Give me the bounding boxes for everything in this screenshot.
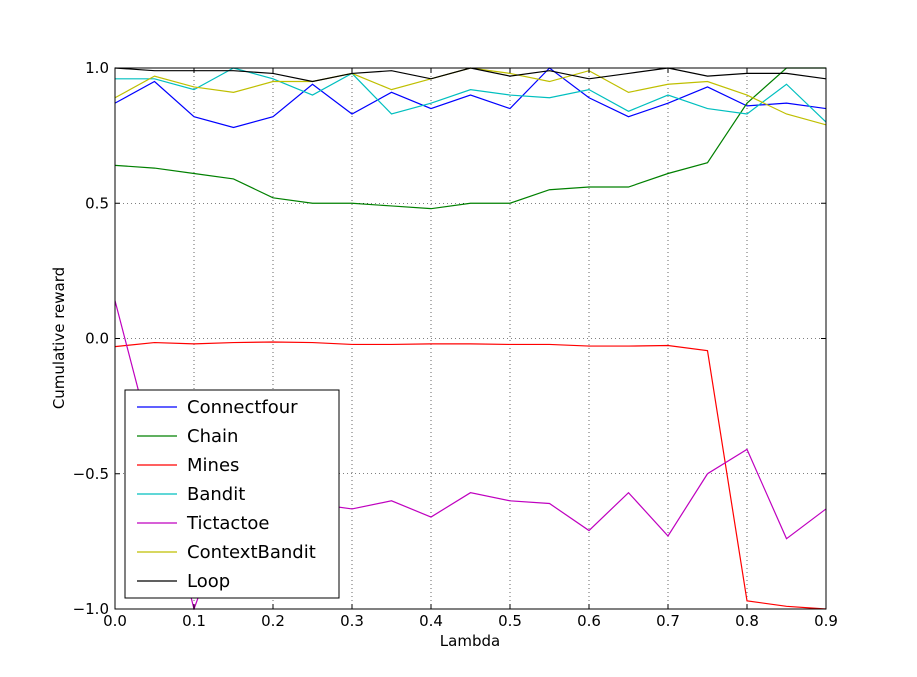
legend-label-loop: Loop [187,571,230,592]
y-tick-label: −0.5 [73,465,109,483]
legend-label-contextbandit: ContextBandit [187,542,316,563]
x-tick-label: 0.2 [261,612,285,630]
x-tick-label: 0.6 [577,612,601,630]
x-tick-label: 0.4 [419,612,443,630]
x-tick-label: 0.3 [340,612,364,630]
x-axis-label: Lambda [440,632,500,650]
series-line-mines [115,341,826,610]
series-line-connectfour [115,67,826,129]
axis-ticks: 0.0 0.1 0.2 0.3 0.4 0.5 0.6 0.7 0.8 0.9 −1.0 −0.5 0.… [73,59,838,630]
legend-label-tictactoe: Tictactoe [186,513,269,534]
x-tick-label: 0.7 [656,612,680,630]
x-tick-label: 0.5 [498,612,522,630]
legend-label-mines: Mines [187,455,239,476]
x-tick-label: 0.8 [735,612,759,630]
legend: Connectfour Chain Mines Bandit Tictactoe Cont… [124,389,340,599]
legend-label-connectfour: Connectfour [187,397,298,418]
series-line-chain [115,67,826,210]
y-axis-label: Cumulative reward [50,267,68,409]
x-tick-label: 0.1 [182,612,206,630]
x-tick-label: 0.9 [814,612,838,630]
y-tick-label: 0.0 [85,330,109,348]
y-tick-label: 0.5 [85,194,109,212]
y-tick-label: 1.0 [85,59,109,77]
series-lines [115,67,826,610]
y-tick-label: −1.0 [73,600,109,618]
legend-label-chain: Chain [187,426,238,447]
x-tick-label: 0.0 [103,612,127,630]
legend-label-bandit: Bandit [187,484,245,505]
